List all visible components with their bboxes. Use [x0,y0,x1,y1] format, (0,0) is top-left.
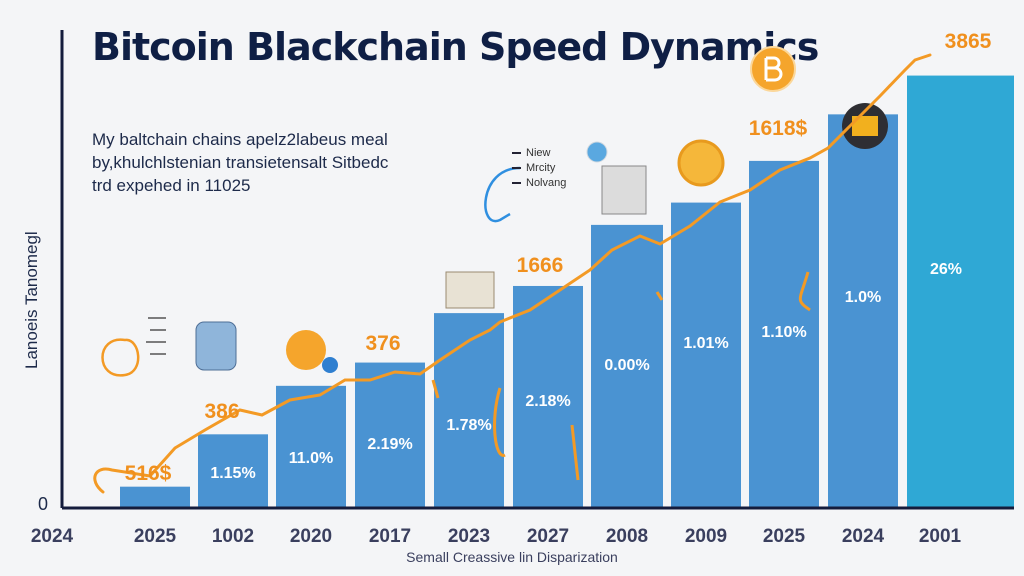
title-text: Bitcoin Blackchain Speed Dynamics [92,25,819,69]
legend-item: Mrcity [512,161,566,176]
x-tick-label: 2009 [685,526,727,547]
x-tick-label: 2008 [606,526,648,547]
bar [828,114,898,509]
trend-value-label: 376 [365,332,400,355]
bank-icon [445,271,495,309]
bitcoin-coin-icon [286,330,326,370]
legend-label: Nolvang [526,177,567,189]
x-tick-label: 2024 [842,526,885,547]
bar-value-label: 1.15% [210,465,255,482]
legend-item: Nolvang [512,176,566,191]
trend-value-label: 516$ [125,462,172,485]
text-lines-icon [146,317,166,355]
bar-value-label: 2.19% [367,436,412,453]
bar-value-label: 1.01% [683,335,728,352]
bar-value-label: 1.10% [761,324,806,341]
coin-icon [322,357,338,373]
bar [591,224,663,508]
chart-title: Bitcoin Blackchain Speed Dynamics [92,24,819,71]
bar-value-label: 0.00% [604,357,649,374]
trend-value-label: 1666 [517,254,564,277]
subtitle-line: by,khulchlstenian transietensalt Sitbedc [92,153,389,172]
decorations [101,46,888,377]
bar [749,160,819,509]
robot-icon [195,321,237,371]
bar [513,285,583,508]
x-tick-label: 2024 [31,526,74,547]
x-tick-label: 2025 [134,526,177,547]
bar [276,385,346,508]
bar [434,313,504,508]
bar [120,486,190,508]
x-tick-label: 2017 [369,526,411,547]
trend-value-label: 1618$ [749,117,808,140]
x-tick-label: 2027 [527,526,569,547]
chat-bubble-icon [101,338,140,377]
chart-subtitle: My baltchain chains apelz2labeus meal by… [92,128,388,197]
legend-connector [484,166,521,223]
subtitle-line: My baltchain chains apelz2labeus meal [92,130,388,149]
bar [671,202,741,508]
block-icon-glyph [852,116,878,136]
bar-value-label: 2.18% [525,393,570,410]
legend-label: Niew [526,147,551,159]
x-axis-label: Semall Creassive lin Disparization [406,549,618,565]
x-tick-label: 2020 [290,526,332,547]
bar-value-label: 26% [930,261,962,278]
legend-item: Niew [512,146,566,161]
bar [907,75,1014,508]
bar-value-label: 1.0% [845,289,881,306]
subtitle-line: trd expehed in 11025 [92,176,251,195]
x-tick-label: 2025 [763,526,806,547]
trend-line [93,53,932,494]
y-tick-label: 0 [38,494,48,514]
x-tick-label: 2001 [919,526,962,547]
legend-label: Mrcity [526,162,556,174]
bitcoin-symbol-icon [764,56,783,82]
trend-line-branch [431,271,811,481]
globe-icon [586,141,608,163]
x-tick-label: 2023 [448,526,490,547]
bar [198,434,268,508]
trend-value-label: 386 [204,400,239,423]
bar-value-label: 11.0% [289,450,333,467]
bar-value-label: 1.78% [446,417,491,434]
bar [355,362,425,508]
trend-value-label: 3865 [945,30,992,53]
bank-icon [601,165,647,215]
bitcoin-coin-icon [677,139,725,187]
x-tick-label: 1002 [212,526,254,547]
legend: Niew Mrcity Nolvang [512,146,566,191]
